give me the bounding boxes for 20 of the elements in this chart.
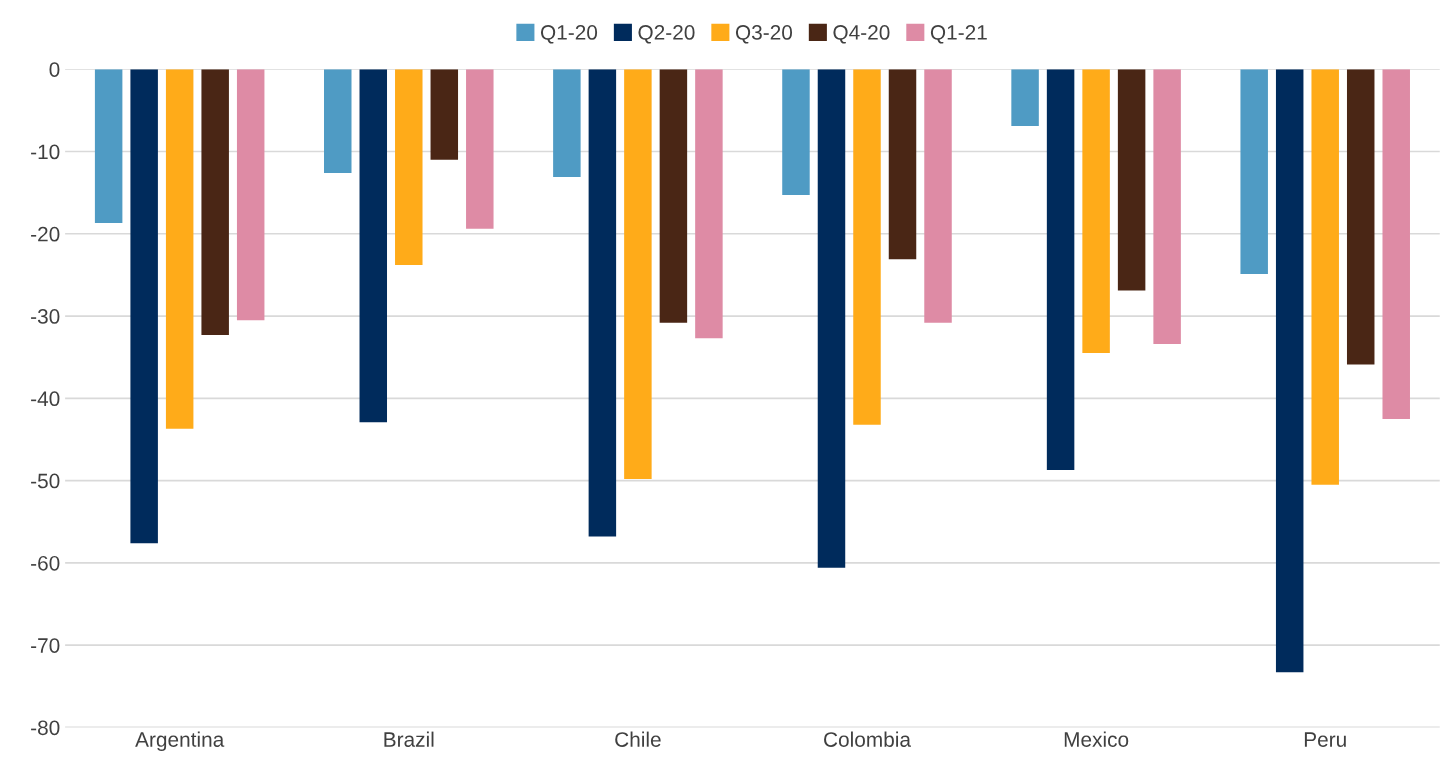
y-tick-label: -40 xyxy=(31,391,60,407)
x-tick-label: Mexico xyxy=(1064,731,1129,747)
x-tick-label: Colombia xyxy=(824,731,911,747)
x-tick-label: Brazil xyxy=(384,731,434,747)
y-tick-label: -60 xyxy=(31,555,60,571)
legend-label: Q1-21 xyxy=(930,25,987,44)
y-tick-label: -70 xyxy=(31,638,60,653)
y-tick-label: -50 xyxy=(31,473,60,489)
x-tick-label: Chile xyxy=(615,731,661,747)
legend-label: Q1-20 xyxy=(540,25,598,44)
legend-label: Q2-20 xyxy=(638,25,695,44)
y-tick-label: 0 xyxy=(49,62,60,77)
y-tick-label: -20 xyxy=(31,226,60,242)
legend-label: Q3-20 xyxy=(735,25,793,44)
x-tick-label: Argentina xyxy=(135,731,225,752)
y-tick-label: -10 xyxy=(31,144,60,160)
legend-label: Q4-20 xyxy=(833,25,890,44)
x-tick-label: Peru xyxy=(1304,732,1346,747)
y-tick-label: -30 xyxy=(31,309,60,324)
y-tick-label: -80 xyxy=(31,720,60,736)
